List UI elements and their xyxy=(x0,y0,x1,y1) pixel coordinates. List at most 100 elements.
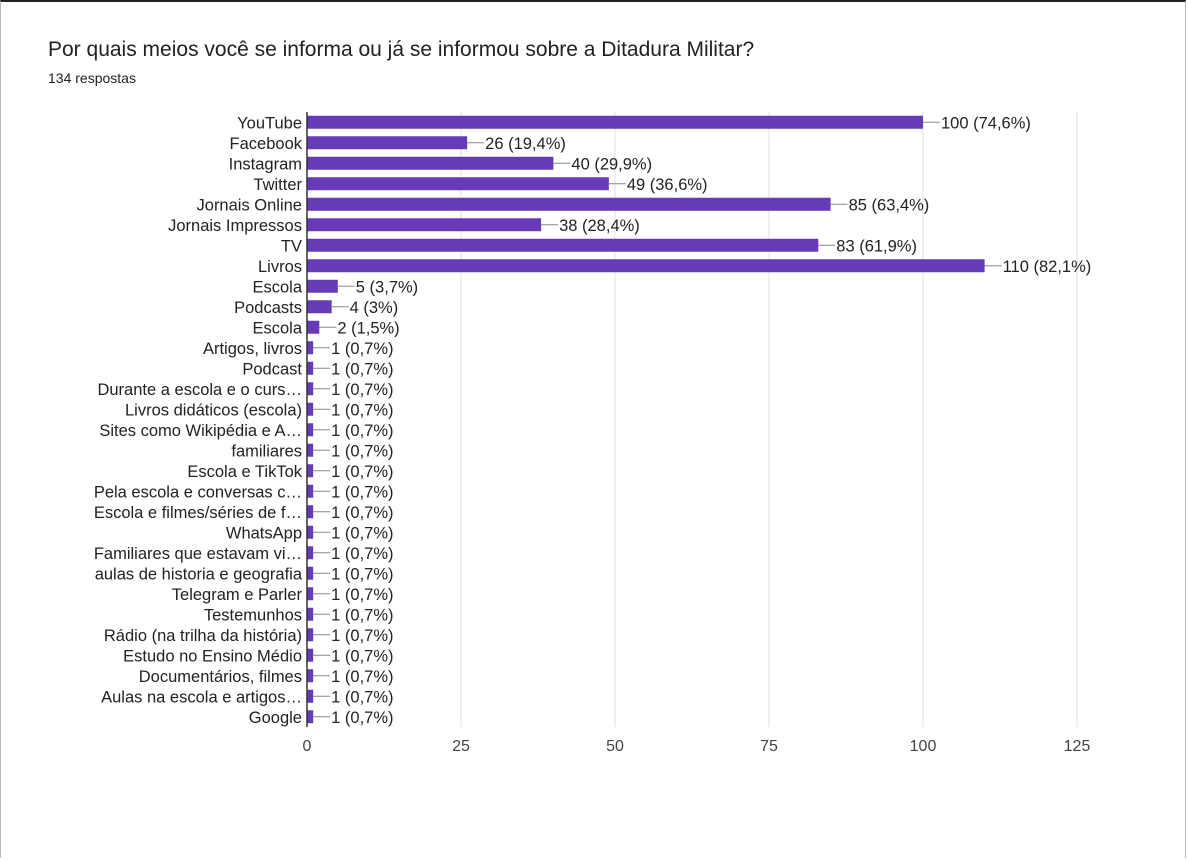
data-label: 40 (29,9%) xyxy=(571,155,652,173)
category-label: Jornais Online xyxy=(197,196,302,214)
data-label: 1 (0,7%) xyxy=(331,340,393,358)
chart-title: Por quais meios você se informa ou já se… xyxy=(48,38,755,61)
x-tick-label: 25 xyxy=(452,738,470,755)
bar xyxy=(307,628,314,642)
category-label: Estudo no Ensino Médio xyxy=(123,647,302,665)
data-label: 1 (0,7%) xyxy=(331,709,393,727)
category-label: Telegram e Parler xyxy=(172,586,303,604)
bar xyxy=(307,484,314,498)
bar xyxy=(307,177,609,191)
category-label: Google xyxy=(249,709,302,727)
bar xyxy=(307,259,985,273)
data-label: 1 (0,7%) xyxy=(331,504,393,522)
bar xyxy=(307,136,468,150)
bar xyxy=(307,607,314,621)
data-label: 1 (0,7%) xyxy=(331,647,393,665)
category-label: Escola xyxy=(252,278,302,296)
bar xyxy=(307,669,314,683)
data-label: 1 (0,7%) xyxy=(331,463,393,481)
category-label: Instagram xyxy=(229,155,302,173)
bar xyxy=(307,566,314,580)
data-label: 1 (0,7%) xyxy=(331,545,393,563)
bar xyxy=(307,402,314,416)
bar xyxy=(307,710,314,724)
x-tick-label: 100 xyxy=(910,738,937,755)
bar xyxy=(307,525,314,539)
data-label: 1 (0,7%) xyxy=(331,586,393,604)
bar xyxy=(307,197,831,211)
bar xyxy=(307,423,314,437)
bar xyxy=(307,648,314,662)
data-label: 110 (82,1%) xyxy=(1003,258,1092,276)
data-label: 1 (0,7%) xyxy=(331,381,393,399)
category-label: Documentários, filmes xyxy=(139,668,302,686)
data-label: 26 (19,4%) xyxy=(485,135,566,153)
category-label: Testemunhos xyxy=(204,606,302,624)
category-label: familiares xyxy=(231,442,302,460)
category-label: Jornais Impressos xyxy=(168,217,302,235)
bar xyxy=(307,156,554,170)
category-label: Sites como Wikipédia e A… xyxy=(99,422,302,440)
category-label: Familiares que estavam vi… xyxy=(94,545,302,563)
x-tick-label: 75 xyxy=(760,738,778,755)
data-label: 1 (0,7%) xyxy=(331,627,393,645)
bar xyxy=(307,279,338,293)
data-label: 5 (3,7%) xyxy=(356,278,418,296)
data-label: 1 (0,7%) xyxy=(331,668,393,686)
category-label: WhatsApp xyxy=(226,524,302,542)
bar xyxy=(307,505,314,519)
data-label: 1 (0,7%) xyxy=(331,360,393,378)
data-label: 1 (0,7%) xyxy=(331,401,393,419)
category-label: Artigos, livros xyxy=(203,340,302,358)
category-label: Twitter xyxy=(253,176,302,194)
bar xyxy=(307,587,314,601)
bar xyxy=(307,320,320,334)
category-label: aulas de historia e geografia xyxy=(95,565,303,583)
category-label: Durante a escola e o curs… xyxy=(97,381,302,399)
bar xyxy=(307,382,314,396)
data-label: 1 (0,7%) xyxy=(331,524,393,542)
bar xyxy=(307,238,819,252)
data-label: 1 (0,7%) xyxy=(331,688,393,706)
category-label: Facebook xyxy=(230,135,303,153)
category-label: Livros didáticos (escola) xyxy=(125,401,302,419)
x-tick-label: 125 xyxy=(1064,738,1091,755)
bar xyxy=(307,341,314,355)
bar xyxy=(307,546,314,560)
data-label: 1 (0,7%) xyxy=(331,422,393,440)
category-label: Aulas na escola e artigos… xyxy=(101,688,302,706)
x-tick-label: 50 xyxy=(606,738,624,755)
category-label: Podcasts xyxy=(234,299,302,317)
data-label: 1 (0,7%) xyxy=(331,565,393,583)
data-label: 100 (74,6%) xyxy=(941,114,1031,132)
data-label: 2 (1,5%) xyxy=(337,319,399,337)
data-label: 83 (61,9%) xyxy=(836,237,917,255)
bar xyxy=(307,689,314,703)
category-label: YouTube xyxy=(237,114,302,132)
data-label: 38 (28,4%) xyxy=(559,217,640,235)
category-label: Escola e TikTok xyxy=(187,463,302,481)
bar xyxy=(307,115,923,129)
data-label: 85 (63,4%) xyxy=(849,196,930,214)
data-label: 1 (0,7%) xyxy=(331,483,393,501)
bar xyxy=(307,361,314,375)
response-count: 134 respostas xyxy=(48,70,136,86)
x-tick-label: 0 xyxy=(303,738,312,755)
bar xyxy=(307,464,314,478)
category-label: Podcast xyxy=(242,360,302,378)
category-label: TV xyxy=(281,237,302,255)
bar xyxy=(307,300,332,314)
category-label: Escola xyxy=(252,319,302,337)
data-label: 1 (0,7%) xyxy=(331,442,393,460)
data-label: 49 (36,6%) xyxy=(627,176,708,194)
category-label: Livros xyxy=(258,258,302,276)
category-label: Escola e filmes/séries de f… xyxy=(94,504,302,522)
category-label: Rádio (na trilha da história) xyxy=(104,627,302,645)
bar xyxy=(307,218,542,232)
data-label: 4 (3%) xyxy=(350,299,399,317)
bar xyxy=(307,443,314,457)
data-label: 1 (0,7%) xyxy=(331,606,393,624)
category-label: Pela escola e conversas c… xyxy=(94,483,302,501)
